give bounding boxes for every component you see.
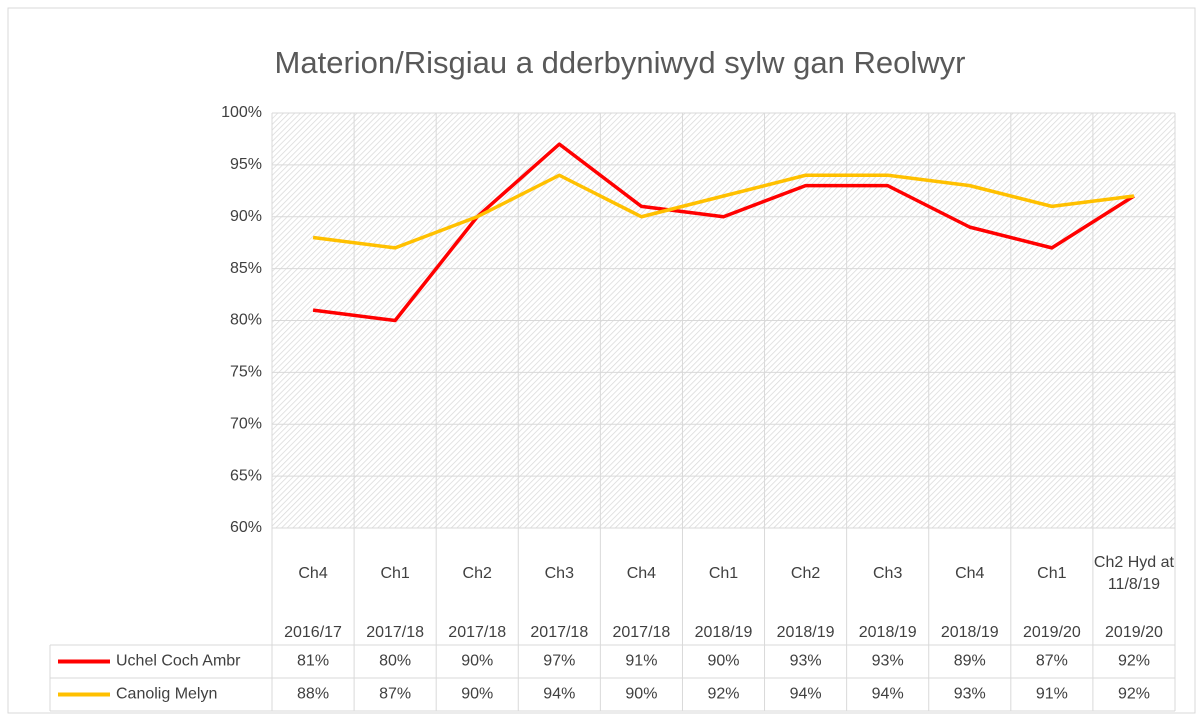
- x-tick-label: Ch4: [298, 565, 328, 582]
- x-tick-label-box: Ch2: [790, 565, 821, 582]
- x-tick-label: Ch4: [955, 565, 985, 582]
- y-tick-label: 65%: [230, 467, 262, 484]
- x-tick-label: Ch3: [544, 565, 574, 582]
- x-year-label: 2018/19: [859, 624, 917, 641]
- x-tick-label: Ch1: [380, 565, 410, 582]
- x-year-label: 2017/18: [612, 624, 670, 641]
- table-value: 91%: [625, 653, 657, 670]
- x-year-label: 2018/19: [777, 624, 835, 641]
- x-tick-label: Ch2: [790, 565, 821, 582]
- table-value: 89%: [954, 653, 986, 670]
- y-tick-label: 70%: [230, 415, 262, 432]
- x-tick-label-box: Ch1: [380, 565, 410, 582]
- x-tick-label-box: Ch3: [872, 565, 903, 582]
- legend-label: Uchel Coch Ambr: [116, 653, 241, 670]
- table-value: 94%: [872, 686, 904, 703]
- x-tick-label: Ch1: [708, 565, 739, 582]
- y-tick-label: 100%: [221, 104, 262, 121]
- x-tick-label: Ch2 Hyd at 11/8/19: [1093, 554, 1174, 593]
- table-value: 97%: [543, 653, 575, 670]
- x-year-label: 2019/20: [1105, 624, 1163, 641]
- x-tick-label: Ch1: [1037, 565, 1067, 582]
- table-value: 93%: [872, 653, 904, 670]
- series-line: [312, 173, 1135, 250]
- x-tick-label-box: Ch1: [1037, 565, 1067, 582]
- y-tick-label: 90%: [230, 208, 262, 225]
- table-value: 93%: [790, 653, 822, 670]
- table-value: 80%: [379, 653, 411, 670]
- chart-title: Materion/Risgiau a dderbyniwyd sylw gan …: [275, 45, 966, 80]
- x-tick-label-box: Ch3: [544, 565, 574, 582]
- y-tick-label: 95%: [230, 156, 262, 173]
- x-year-label: 2017/18: [366, 624, 424, 641]
- x-year-label: 2017/18: [530, 624, 588, 641]
- x-tick-label: Ch4: [626, 565, 657, 582]
- x-tick-label: Ch2: [462, 565, 492, 582]
- table-value: 87%: [379, 686, 411, 703]
- table-value: 90%: [461, 686, 493, 703]
- y-tick-label: 75%: [230, 364, 262, 381]
- x-tick-label-box: Ch4: [626, 565, 657, 582]
- table-value: 94%: [790, 686, 822, 703]
- table-value: 94%: [543, 686, 575, 703]
- legend-label: Canolig Melyn: [116, 686, 217, 703]
- y-tick-label: 80%: [230, 312, 262, 329]
- y-tick-label: 85%: [230, 260, 262, 277]
- table-value: 90%: [625, 686, 657, 703]
- x-year-label: 2017/18: [448, 624, 506, 641]
- table-value: 81%: [297, 653, 329, 670]
- x-year-label: 2019/20: [1023, 624, 1081, 641]
- x-year-label: 2018/19: [941, 624, 999, 641]
- x-year-label: 2016/17: [284, 624, 342, 641]
- table-value: 92%: [1118, 653, 1150, 670]
- x-tick-label-box: Ch4: [955, 565, 985, 582]
- series-line: [312, 142, 1135, 323]
- x-tick-label-box: Ch2: [462, 565, 492, 582]
- x-tick-label: Ch3: [872, 565, 903, 582]
- table-value: 92%: [1118, 686, 1150, 703]
- x-tick-label-box: Ch1: [708, 565, 739, 582]
- table-value: 88%: [297, 686, 329, 703]
- table-value: 90%: [461, 653, 493, 670]
- x-tick-label-box: Ch4: [298, 565, 328, 582]
- x-tick-label-box: Ch2 Hyd at 11/8/19: [1093, 554, 1174, 593]
- x-year-label: 2018/19: [695, 624, 753, 641]
- table-value: 91%: [1036, 686, 1068, 703]
- table-value: 93%: [954, 686, 986, 703]
- table-value: 92%: [707, 686, 739, 703]
- y-tick-label: 60%: [230, 519, 262, 536]
- table-value: 87%: [1036, 653, 1068, 670]
- table-value: 90%: [707, 653, 739, 670]
